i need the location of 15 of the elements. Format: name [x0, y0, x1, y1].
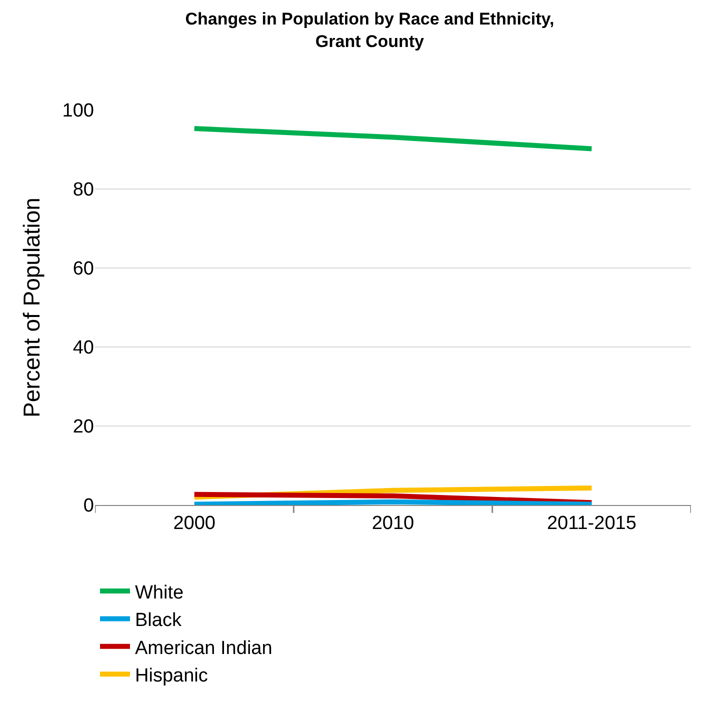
y-axis-title: Percent of Population — [18, 198, 45, 418]
y-tick-label: 40 — [72, 338, 94, 359]
legend-label: Hispanic — [135, 666, 208, 687]
chart-title: Changes in Population by Race and Ethnicity, Grant County — [185, 10, 554, 51]
x-tick-label: 2011-2015 — [546, 512, 636, 534]
y-tick-label: 80 — [72, 180, 94, 201]
x-tick-label: 2000 — [173, 512, 216, 534]
x-tick-label: 2010 — [372, 512, 414, 534]
y-tick-label: 0 — [83, 496, 94, 517]
y-tick-label: 20 — [72, 416, 94, 438]
y-tick-label: 60 — [72, 258, 94, 280]
legend-label: White — [135, 582, 184, 604]
legend-label: Black — [135, 610, 182, 632]
y-tick-label: 100 — [62, 100, 94, 122]
legend-label: American Indian — [135, 638, 272, 659]
